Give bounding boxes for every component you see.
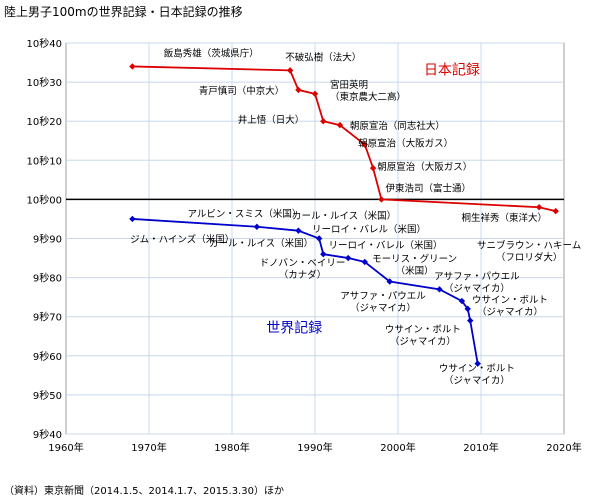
y-tick-label: 10秒40 <box>27 37 62 50</box>
y-tick-label: 10秒10 <box>27 154 62 167</box>
record-holder-label: 伊東浩司（富士通） <box>386 183 472 195</box>
series-label: 世界記録 <box>266 319 322 336</box>
y-tick-label: 10秒00 <box>27 193 62 206</box>
series-point <box>467 317 474 324</box>
x-tick-label: 1980年 <box>214 441 249 454</box>
series-point <box>378 196 385 203</box>
series-point <box>369 164 377 172</box>
record-holder-label: モーリス・グリーン <box>372 253 457 265</box>
y-tick-label: 9秒50 <box>33 389 62 402</box>
chart-source: （資料）東京新聞（2014.1.5、2014.1.7、2015.3.30）ほか <box>4 486 284 497</box>
y-tick-label: 9秒60 <box>33 350 62 363</box>
record-holder-label: （ジャマイカ） <box>350 302 416 314</box>
record-holder-label: カール・ルイス（米国） <box>209 237 313 249</box>
record-holder-label: サニブラウン・ハキーム <box>477 239 581 251</box>
record-holder-label: ウサイン・ボルト <box>439 363 515 374</box>
series-point <box>474 360 481 367</box>
series-point <box>286 67 294 74</box>
record-holder-label: ウサイン・ボルト <box>472 295 548 306</box>
record-holder-label: 桐生祥秀（東洋大） <box>461 212 547 224</box>
record-holder-label: 宮田英明 <box>330 79 368 91</box>
series-point <box>253 223 261 230</box>
series-point <box>386 278 393 285</box>
x-tick-label: 1970年 <box>131 441 166 454</box>
record-holder-label: 不破弘樹（法大） <box>285 52 361 64</box>
record-holder-label: （米国） <box>396 265 434 277</box>
axis-layer: 1960年 1970年 1980年 1990年 2000年 2010年 2020年 10秒40… <box>27 37 582 454</box>
record-holder-label: 朝原宣治（同志社大） <box>350 120 445 132</box>
record-holder-label: （東京農大二高） <box>330 91 406 103</box>
y-tick-label: 10秒20 <box>27 115 62 128</box>
record-holder-label: カール・ルイス（米国） <box>292 210 396 222</box>
x-tick-label: 2010年 <box>463 441 498 454</box>
y-tick-label: 9秒90 <box>33 233 62 246</box>
y-tick-label: 9秒80 <box>33 272 62 285</box>
record-holder-label: 青戸慎司（中京大） <box>199 85 285 97</box>
series-label: 日本記録 <box>424 61 480 78</box>
record-holder-label: （カナダ） <box>279 269 327 281</box>
x-tick-label: 1990年 <box>297 441 332 454</box>
record-holder-label: （フロリダ大） <box>496 251 563 263</box>
record-holder-label: ドノバン・ベイリー <box>260 258 346 269</box>
record-holder-label: ジム・ハインズ（米国） <box>130 233 234 245</box>
record-holder-label: リーロイ・バレル（米国） <box>329 239 443 251</box>
series-point <box>315 235 323 242</box>
record-holder-label: 井上悟（日大） <box>238 114 305 126</box>
series-point <box>295 86 302 94</box>
record-holder-label: （ジャマイカ） <box>390 335 456 347</box>
x-tick-label: 1960年 <box>48 441 83 454</box>
record-holder-label: （ジャマイカ） <box>444 283 510 295</box>
record-holder-label: リーロイ・バレル（米国） <box>312 224 426 236</box>
record-holder-label: 朝原宣治（大阪ガス） <box>358 138 453 150</box>
record-holder-label: （ジャマイカ） <box>444 374 510 386</box>
series-point <box>320 118 327 125</box>
record-holder-label: アサファ・パウエル <box>434 272 520 283</box>
record-holder-label: ウサイン・ボルト <box>385 324 461 335</box>
series-point <box>295 227 302 234</box>
y-tick-label: 9秒40 <box>33 428 62 441</box>
series-point <box>129 63 136 70</box>
record-holder-label: 朝原宣治（大阪ガス） <box>377 161 472 173</box>
point-layer <box>129 63 559 367</box>
series-point <box>320 250 327 258</box>
grid-layer <box>65 42 565 435</box>
series-point <box>129 215 136 223</box>
series-point <box>311 90 319 98</box>
series-point <box>535 204 543 211</box>
series-point <box>336 121 344 129</box>
record-holder-label: アサファ・パウエル <box>340 291 426 302</box>
series-point <box>361 258 368 266</box>
chart-title: 陸上男子100mの世界記録・日本記録の推移 <box>4 5 243 19</box>
y-tick-label: 10秒30 <box>27 76 62 89</box>
record-holder-label: アルビン・スミス（米国） <box>187 208 301 220</box>
record-holder-label: 飯島秀雄（茨城県庁） <box>164 48 259 60</box>
y-tick-label: 9秒70 <box>33 311 62 324</box>
series-point <box>464 305 471 313</box>
series-point <box>345 254 352 262</box>
series-point <box>436 286 443 293</box>
x-tick-label: 2000年 <box>380 441 415 454</box>
record-holder-label: （ジャマイカ） <box>477 306 543 318</box>
x-tick-label: 2020年 <box>546 441 581 454</box>
series-point <box>552 207 559 215</box>
series-point <box>458 297 466 305</box>
series-point <box>361 141 368 148</box>
